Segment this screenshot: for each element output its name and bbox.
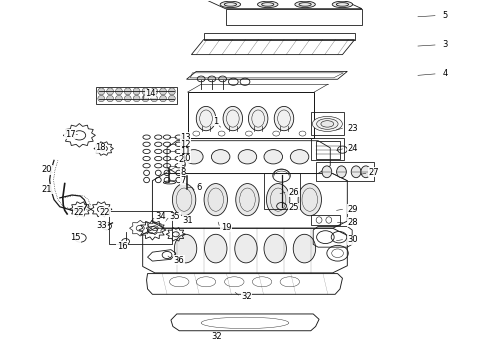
Ellipse shape [169,88,175,95]
Text: 28: 28 [347,218,358,227]
Ellipse shape [133,95,140,102]
Ellipse shape [220,1,241,8]
Text: 29: 29 [347,205,358,214]
Text: 14: 14 [145,89,156,98]
Ellipse shape [124,88,131,95]
Ellipse shape [267,184,290,216]
Text: 26: 26 [289,188,299,197]
Ellipse shape [124,95,131,102]
Ellipse shape [151,88,158,95]
Text: 19: 19 [220,223,231,232]
Text: 4: 4 [442,69,447,78]
Ellipse shape [151,95,158,102]
Text: 18: 18 [96,143,106,152]
Text: 1: 1 [213,117,219,126]
Ellipse shape [236,184,259,216]
Bar [109,211,172,244]
Ellipse shape [133,88,140,95]
Ellipse shape [312,116,343,131]
Ellipse shape [295,1,316,8]
Ellipse shape [160,95,167,102]
Text: 34: 34 [155,212,166,221]
Ellipse shape [317,118,338,129]
Text: 2: 2 [178,155,183,164]
Ellipse shape [169,95,175,102]
Ellipse shape [235,234,257,263]
Ellipse shape [211,150,230,164]
Ellipse shape [248,107,268,131]
Ellipse shape [351,166,361,178]
Text: 17: 17 [65,130,75,139]
Ellipse shape [172,184,196,216]
Ellipse shape [98,88,105,95]
Text: 16: 16 [117,242,127,251]
Text: 3: 3 [442,40,448,49]
Ellipse shape [107,88,114,95]
Ellipse shape [264,234,287,263]
Text: 22: 22 [74,208,84,217]
Ellipse shape [174,234,197,263]
Ellipse shape [116,88,122,95]
Ellipse shape [298,184,321,216]
Ellipse shape [264,150,283,164]
Ellipse shape [196,107,216,131]
Text: 20: 20 [42,166,52,175]
Text: 12: 12 [180,140,191,149]
Ellipse shape [98,95,105,102]
Ellipse shape [337,166,346,178]
Ellipse shape [204,184,227,216]
Text: 30: 30 [347,235,358,244]
Ellipse shape [142,88,149,95]
Bar [188,92,314,138]
Text: 9: 9 [180,161,185,170]
Text: 7: 7 [180,176,186,185]
Text: 32: 32 [211,332,221,341]
Text: 36: 36 [173,256,184,265]
Ellipse shape [116,95,122,102]
Ellipse shape [258,1,278,8]
Bar [264,173,300,208]
Text: 5: 5 [442,11,447,20]
Ellipse shape [293,234,316,263]
Text: 35: 35 [170,212,180,221]
Ellipse shape [160,88,167,95]
Ellipse shape [321,121,334,127]
Bar [311,138,344,160]
Text: 8: 8 [180,168,186,177]
Text: 11: 11 [180,147,191,156]
Ellipse shape [290,150,309,164]
Text: 33: 33 [97,221,107,230]
Ellipse shape [332,1,353,8]
Text: 10: 10 [180,154,191,163]
Text: 27: 27 [368,168,379,177]
Ellipse shape [322,166,332,178]
Bar [311,112,344,135]
Text: 21: 21 [42,185,52,194]
Bar [97,87,177,104]
Text: 13: 13 [180,132,191,141]
Text: 15: 15 [70,233,80,242]
Ellipse shape [185,150,203,164]
Ellipse shape [274,107,294,131]
Ellipse shape [238,150,257,164]
Text: 6: 6 [196,183,202,192]
Text: 24: 24 [347,144,358,153]
Ellipse shape [142,95,149,102]
Ellipse shape [361,166,371,178]
Text: 25: 25 [289,203,299,212]
Text: 22: 22 [100,208,110,217]
Bar [316,162,374,181]
Ellipse shape [223,107,243,131]
Text: 32: 32 [241,292,252,301]
Ellipse shape [204,234,227,263]
Text: 31: 31 [183,216,193,225]
Ellipse shape [107,95,114,102]
Text: 23: 23 [347,124,358,133]
Bar [311,215,340,225]
